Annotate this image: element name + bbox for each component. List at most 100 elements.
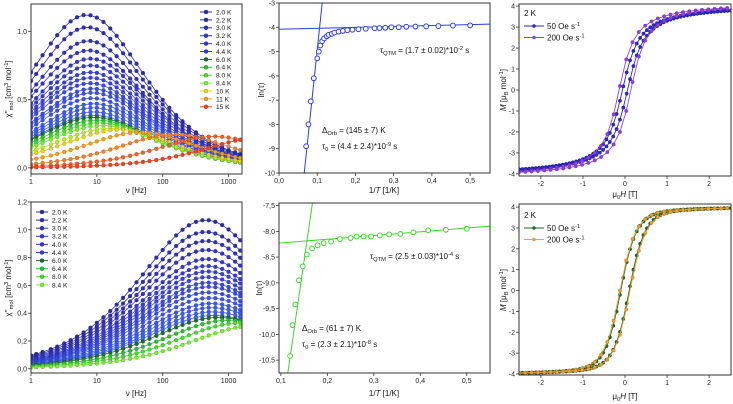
data-point [62,141,67,146]
data-point [147,104,152,110]
data-point [442,226,449,233]
data-point [233,301,238,306]
data-point [167,313,172,318]
data-point [368,233,374,240]
data-point [725,206,730,211]
data-point [193,282,199,287]
data-point [186,146,192,151]
data-point [88,48,93,53]
data-point [167,142,172,147]
data-point [186,151,192,156]
data-point [140,98,145,103]
y-tick-label: -7,5 [263,203,275,210]
legend-item: 6.4 K [36,266,68,273]
data-point [599,352,603,357]
y-axis-label-part: mol [4,266,13,281]
data-point [174,294,179,300]
annotation-part: Orb [307,329,317,335]
data-point [206,229,211,235]
annotation-part: = (145 ± 7) K [337,126,386,135]
y-tick-label: -2 [509,330,515,337]
x-tick-label: 0 [623,181,627,188]
data-point [128,60,133,65]
data-point [48,86,53,91]
legend-marker [39,258,45,263]
data-point [180,271,185,276]
data-point [81,130,86,135]
data-point [81,81,86,86]
x-tick-label: 100 [157,378,169,385]
x-axis-label-part: 1/ [369,389,376,398]
data-point [220,302,225,307]
data-point [114,156,119,161]
data-point [174,321,179,326]
data-point [134,68,139,74]
x-axis-label-part: ν [Hz] [126,389,146,398]
y-axis-label-part: ] [4,60,13,62]
data-point [88,132,93,137]
y-axis-label: M [μB mol-1] [499,69,510,111]
data-point [174,154,179,159]
data-point [160,337,165,342]
data-point [586,367,591,372]
data-point [68,31,73,36]
data-point [186,284,192,289]
legend-label: 6.4 K [216,65,232,72]
data-point [463,225,470,232]
data-point [655,210,660,215]
data-point [147,148,152,153]
data-point [174,344,179,350]
data-point [719,7,723,12]
data-point [160,257,165,262]
data-point [68,157,73,162]
data-point [34,108,39,113]
y-axis-label: ln(τ) [257,82,266,97]
data-point [186,340,192,345]
data-point [299,263,306,270]
y-tick-label: -9 [269,146,275,153]
data-point [154,316,159,321]
legend-item: 10 K [200,88,230,95]
data-point [74,73,80,78]
data-point [186,133,192,138]
data-point [193,311,199,316]
data-point [40,114,45,119]
data-point [376,232,383,239]
data-point [226,327,231,332]
data-point [101,31,106,36]
data-point [423,23,430,30]
data-point [554,370,559,374]
data-point [605,132,610,136]
data-point [200,275,205,280]
data-point [94,123,99,128]
data-point [101,72,106,78]
data-point [382,24,389,31]
data-point [114,110,119,115]
legend-marker [203,80,209,86]
data-point [174,269,179,274]
data-point [206,274,211,280]
data-point [134,83,139,88]
y-axis-label-part: [cm [4,285,13,300]
data-point [226,140,231,145]
data-point [523,371,528,375]
data-point [134,97,139,102]
data-point [186,223,192,228]
data-point [567,165,572,170]
legend-label-part: -1 [579,236,584,242]
data-point [62,149,67,155]
data-point [55,44,60,49]
y-tick-label: -10,5 [259,358,275,365]
annotation: ΔOrb = (145 ± 7) K [322,126,386,137]
data-point [213,270,218,275]
fit-line [279,225,490,244]
data-point [48,164,53,170]
y-tick-label: 3 [511,225,515,232]
data-point [599,362,603,367]
data-point [134,307,139,313]
data-point [114,358,119,364]
data-point [220,297,225,302]
x-tick-label: 0 [623,380,627,387]
y-tick-label: -8,0 [263,229,275,236]
